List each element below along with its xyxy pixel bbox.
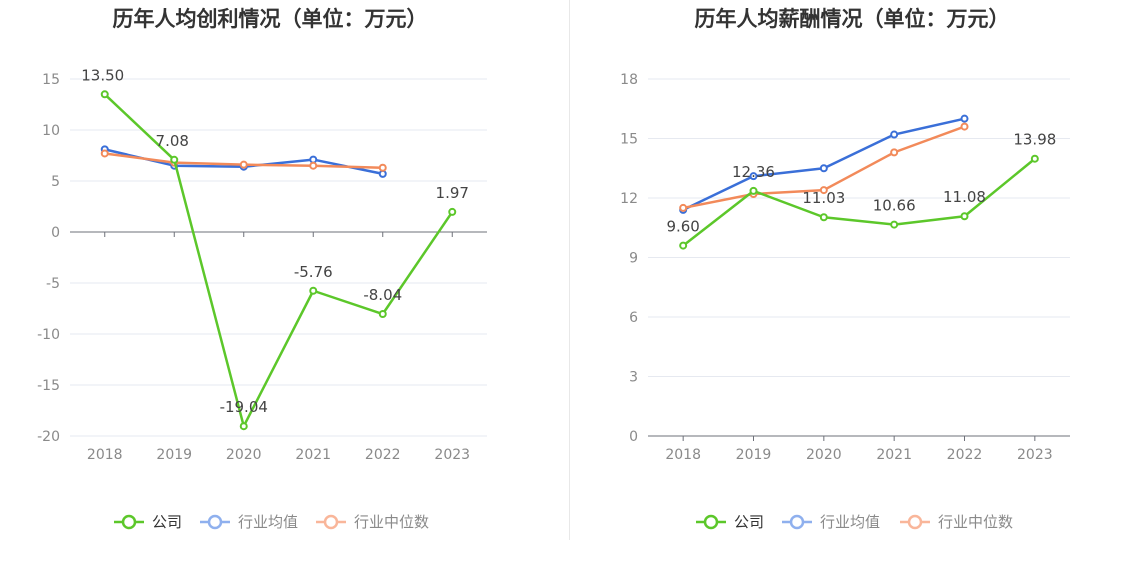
salary-legend-item-company: 公司: [696, 513, 764, 531]
salary-x-tick-label: 2023: [1017, 447, 1053, 463]
profit-legend-item-industry-median: 行业中位数: [316, 513, 429, 531]
salary-point-industry-median: [960, 122, 969, 131]
salary-legend-label: 公司: [734, 513, 764, 531]
salary-legend-marker: [703, 514, 719, 530]
salary-point-industry-avg: [749, 172, 758, 181]
salary-x-tick-label: 2019: [736, 447, 772, 463]
profit-x-tick-label: 2022: [365, 447, 401, 463]
profit-y-tick-label: 5: [51, 174, 60, 190]
profit-y-tick-label: -5: [46, 276, 60, 292]
profit-point-company: [239, 422, 248, 431]
profit-y-tick-label: -20: [37, 429, 60, 445]
profit-data-label: 1.97: [436, 184, 469, 202]
salary-legend-label: 行业中位数: [938, 513, 1013, 531]
profit-legend-marker: [207, 514, 223, 530]
salary-point-company: [1030, 154, 1039, 163]
profit-chart-title: 历年人均创利情况（单位：万元）: [113, 7, 428, 31]
profit-x-tick-label: 2023: [434, 447, 470, 463]
salary-y-tick-label: 12: [620, 191, 638, 207]
salary-x-tick-label: 2018: [665, 447, 701, 463]
salary-data-label: 12.36: [732, 163, 775, 181]
salary-legend-item-industry-avg: 行业均值: [782, 513, 880, 531]
profit-point-industry-median: [309, 161, 318, 170]
salary-point-industry-avg: [819, 164, 828, 173]
salary-y-tick-label: 9: [629, 251, 638, 267]
salary-point-industry-avg: [960, 114, 969, 123]
salary-series-line-company: [682, 157, 1036, 247]
chart-divider: [569, 0, 570, 540]
salary-legend-marker: [789, 514, 805, 530]
profit-legend-marker: [121, 514, 137, 530]
profit-data-label: -5.76: [294, 263, 333, 281]
salary-point-company: [749, 186, 758, 195]
profit-data-label: -19.04: [220, 398, 268, 416]
salary-point-company: [890, 220, 899, 229]
profit-x-tick-label: 2020: [226, 447, 262, 463]
profit-x-tick-label: 2018: [87, 447, 123, 463]
profit-data-label: -8.04: [363, 286, 402, 304]
profit-legend-label: 行业均值: [238, 513, 298, 531]
profit-point-company: [448, 207, 457, 216]
profit-point-industry-avg: [309, 155, 318, 164]
profit-legend-label: 公司: [152, 513, 182, 531]
profit-point-industry-median: [239, 160, 248, 169]
salary-per-capita-chart: 历年人均薪酬情况（单位：万元） 18 15 12 9 6 3 0 2018 2019 2020 202…: [572, 0, 1134, 582]
salary-data-label: 10.66: [873, 197, 916, 215]
profit-point-company: [309, 286, 318, 295]
profit-legend-item-company: 公司: [114, 513, 182, 531]
salary-point-industry-median: [890, 148, 899, 157]
profit-y-tick-label: 10: [42, 123, 60, 139]
salary-y-tick-label: 3: [629, 370, 638, 386]
salary-x-tick-label: 2021: [876, 447, 912, 463]
profit-series-line-company: [103, 93, 454, 428]
salary-point-industry-avg: [890, 130, 899, 139]
salary-data-label: 11.03: [802, 189, 845, 207]
profit-y-tick-label: -10: [37, 327, 60, 343]
salary-y-tick-label: 18: [620, 72, 638, 88]
profit-point-industry-avg: [378, 169, 387, 178]
profit-point-company: [170, 155, 179, 164]
profit-data-label: 7.08: [156, 132, 189, 150]
profit-x-tick-label: 2021: [295, 447, 331, 463]
salary-y-tick-label: 0: [629, 429, 638, 445]
salary-legend-item-industry-median: 行业中位数: [900, 513, 1013, 531]
profit-legend-item-industry-avg: 行业均值: [200, 513, 298, 531]
salary-point-industry-median: [819, 186, 828, 195]
profit-data-label: 13.50: [81, 66, 124, 84]
salary-legend-label: 行业均值: [820, 513, 880, 531]
salary-point-company: [960, 212, 969, 221]
profit-legend-label: 行业中位数: [354, 513, 429, 531]
profit-y-tick-label: 15: [42, 72, 60, 88]
profit-chart-svg: 历年人均创利情况（单位：万元） 15 10 5 0 -5 -10 -15 -20 2018 2019…: [37, 7, 487, 531]
salary-data-label: 13.98: [1013, 131, 1056, 149]
salary-data-label: 11.08: [943, 188, 986, 206]
salary-point-industry-median: [679, 203, 688, 212]
salary-data-label: 9.60: [666, 218, 699, 236]
salary-y-tick-label: 6: [629, 310, 638, 326]
profit-point-industry-median: [378, 163, 387, 172]
profit-y-tick-label: 0: [51, 225, 60, 241]
salary-x-tick-label: 2020: [806, 447, 842, 463]
profit-x-tick-label: 2019: [156, 447, 192, 463]
salary-y-tick-label: 15: [620, 132, 638, 148]
salary-chart-title: 历年人均薪酬情况（单位：万元）: [695, 7, 1010, 31]
salary-chart-svg: 历年人均薪酬情况（单位：万元） 18 15 12 9 6 3 0 2018 2019 2020 202…: [620, 7, 1070, 531]
profit-point-company: [100, 90, 109, 99]
salary-legend-marker: [907, 514, 923, 530]
profit-per-capita-chart: 历年人均创利情况（单位：万元） 15 10 5 0 -5 -10 -15 -20 2018 2019…: [37, 7, 487, 531]
profit-point-company: [378, 310, 387, 319]
salary-x-tick-label: 2022: [947, 447, 983, 463]
profit-y-tick-label: -15: [37, 378, 60, 394]
salary-point-company: [679, 241, 688, 250]
profit-legend-marker: [323, 514, 339, 530]
salary-point-company: [819, 213, 828, 222]
profit-point-industry-median: [100, 149, 109, 158]
